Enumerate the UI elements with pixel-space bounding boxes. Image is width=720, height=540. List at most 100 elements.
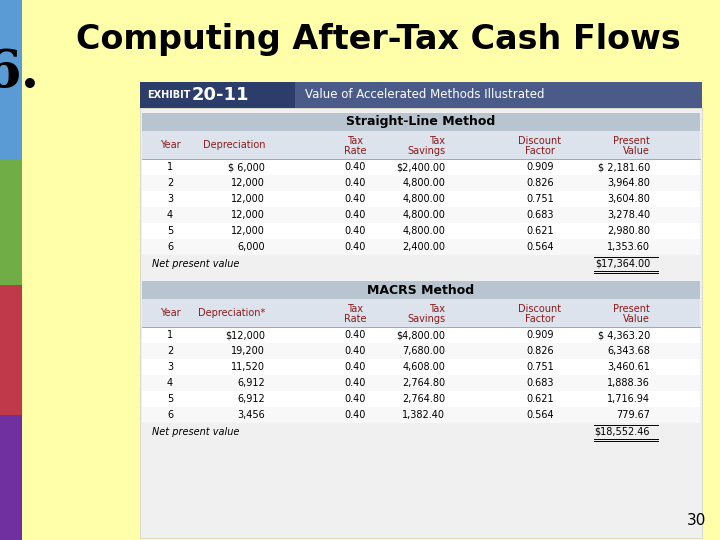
Text: 3,278.40: 3,278.40 bbox=[607, 210, 650, 220]
Text: Depreciation*: Depreciation* bbox=[198, 308, 265, 318]
Text: 19,200: 19,200 bbox=[231, 346, 265, 356]
Text: Depreciation: Depreciation bbox=[202, 140, 265, 150]
Text: 12,000: 12,000 bbox=[231, 210, 265, 220]
Text: 6: 6 bbox=[167, 242, 173, 252]
Text: 6: 6 bbox=[167, 410, 173, 420]
Text: Tax: Tax bbox=[429, 136, 445, 146]
Text: $ 6,000: $ 6,000 bbox=[228, 162, 265, 172]
Text: 5: 5 bbox=[167, 394, 173, 404]
Bar bbox=[0, 285, 22, 415]
Text: 4,800.00: 4,800.00 bbox=[402, 178, 445, 188]
Bar bbox=[0, 160, 22, 285]
Text: 0.751: 0.751 bbox=[526, 362, 554, 372]
Text: Year: Year bbox=[160, 308, 180, 318]
Bar bbox=[140, 82, 295, 108]
Text: 12,000: 12,000 bbox=[231, 226, 265, 236]
Text: 4,800.00: 4,800.00 bbox=[402, 226, 445, 236]
Text: 0.40: 0.40 bbox=[344, 378, 366, 388]
Text: Present: Present bbox=[613, 136, 650, 146]
Text: 0.621: 0.621 bbox=[526, 394, 554, 404]
Text: 1,353.60: 1,353.60 bbox=[607, 242, 650, 252]
Text: $17,364.00: $17,364.00 bbox=[595, 259, 650, 269]
Text: 0.621: 0.621 bbox=[526, 226, 554, 236]
Bar bbox=[140, 108, 702, 538]
Bar bbox=[142, 207, 700, 223]
Text: 0.826: 0.826 bbox=[526, 346, 554, 356]
Bar bbox=[142, 223, 700, 239]
Text: 3: 3 bbox=[167, 194, 173, 204]
Text: Rate: Rate bbox=[343, 314, 366, 324]
Text: Net present value: Net present value bbox=[152, 427, 239, 437]
Text: 0.751: 0.751 bbox=[526, 194, 554, 204]
Bar bbox=[142, 159, 700, 175]
Text: Tax: Tax bbox=[347, 304, 363, 314]
Bar bbox=[142, 281, 700, 299]
Text: 2,764.80: 2,764.80 bbox=[402, 394, 445, 404]
Text: 0.40: 0.40 bbox=[344, 162, 366, 172]
Text: 6,000: 6,000 bbox=[238, 242, 265, 252]
Text: 4,608.00: 4,608.00 bbox=[402, 362, 445, 372]
Bar bbox=[142, 131, 700, 159]
Text: 0.564: 0.564 bbox=[526, 410, 554, 420]
Text: 3,604.80: 3,604.80 bbox=[607, 194, 650, 204]
Bar bbox=[142, 113, 700, 131]
Text: Discount: Discount bbox=[518, 136, 562, 146]
Text: 3,456: 3,456 bbox=[238, 410, 265, 420]
Text: 0.683: 0.683 bbox=[526, 378, 554, 388]
Text: 2,400.00: 2,400.00 bbox=[402, 242, 445, 252]
Text: 2: 2 bbox=[167, 346, 173, 356]
Text: Factor: Factor bbox=[525, 146, 555, 156]
Text: 12,000: 12,000 bbox=[231, 178, 265, 188]
Text: 30: 30 bbox=[687, 513, 706, 528]
Text: 6,343.68: 6,343.68 bbox=[607, 346, 650, 356]
Text: 4: 4 bbox=[167, 210, 173, 220]
Bar bbox=[142, 275, 700, 283]
Text: 779.67: 779.67 bbox=[616, 410, 650, 420]
Bar bbox=[142, 343, 700, 359]
Text: 2,764.80: 2,764.80 bbox=[402, 378, 445, 388]
Text: 0.909: 0.909 bbox=[526, 330, 554, 340]
Bar bbox=[142, 191, 700, 207]
Text: 4: 4 bbox=[167, 378, 173, 388]
Text: $2,400.00: $2,400.00 bbox=[396, 162, 445, 172]
Text: 0.40: 0.40 bbox=[344, 346, 366, 356]
Bar bbox=[142, 255, 700, 273]
Bar bbox=[142, 175, 700, 191]
Text: 0.40: 0.40 bbox=[344, 210, 366, 220]
Bar bbox=[142, 375, 700, 391]
Text: 0.40: 0.40 bbox=[344, 394, 366, 404]
Text: 1: 1 bbox=[167, 330, 173, 340]
Text: Straight-Line Method: Straight-Line Method bbox=[346, 116, 495, 129]
Text: 0.40: 0.40 bbox=[344, 362, 366, 372]
Text: 1,382.40: 1,382.40 bbox=[402, 410, 445, 420]
Text: 6,912: 6,912 bbox=[238, 394, 265, 404]
Text: Value: Value bbox=[623, 314, 650, 324]
Text: Value of Accelerated Methods Illustrated: Value of Accelerated Methods Illustrated bbox=[305, 89, 544, 102]
Text: EXHIBIT: EXHIBIT bbox=[147, 90, 190, 100]
Text: 6,912: 6,912 bbox=[238, 378, 265, 388]
Text: 2,980.80: 2,980.80 bbox=[607, 226, 650, 236]
Text: 0.683: 0.683 bbox=[526, 210, 554, 220]
Text: 4,800.00: 4,800.00 bbox=[402, 194, 445, 204]
Text: Rate: Rate bbox=[343, 146, 366, 156]
Text: 1,888.36: 1,888.36 bbox=[607, 378, 650, 388]
Text: $12,000: $12,000 bbox=[225, 330, 265, 340]
Text: $ 2,181.60: $ 2,181.60 bbox=[598, 162, 650, 172]
Text: 5: 5 bbox=[167, 226, 173, 236]
Text: 7,680.00: 7,680.00 bbox=[402, 346, 445, 356]
Text: 11,520: 11,520 bbox=[231, 362, 265, 372]
Text: 0.40: 0.40 bbox=[344, 410, 366, 420]
Text: $4,800.00: $4,800.00 bbox=[396, 330, 445, 340]
Text: 1: 1 bbox=[167, 162, 173, 172]
Text: $ 4,363.20: $ 4,363.20 bbox=[598, 330, 650, 340]
Text: Savings: Savings bbox=[407, 146, 445, 156]
Text: Discount: Discount bbox=[518, 304, 562, 314]
Text: 0.909: 0.909 bbox=[526, 162, 554, 172]
Text: 3: 3 bbox=[167, 362, 173, 372]
Text: 0.40: 0.40 bbox=[344, 194, 366, 204]
Text: 3,964.80: 3,964.80 bbox=[607, 178, 650, 188]
Text: Tax: Tax bbox=[429, 304, 445, 314]
Text: 3,460.61: 3,460.61 bbox=[607, 362, 650, 372]
Text: 4,800.00: 4,800.00 bbox=[402, 210, 445, 220]
Bar bbox=[142, 239, 700, 255]
